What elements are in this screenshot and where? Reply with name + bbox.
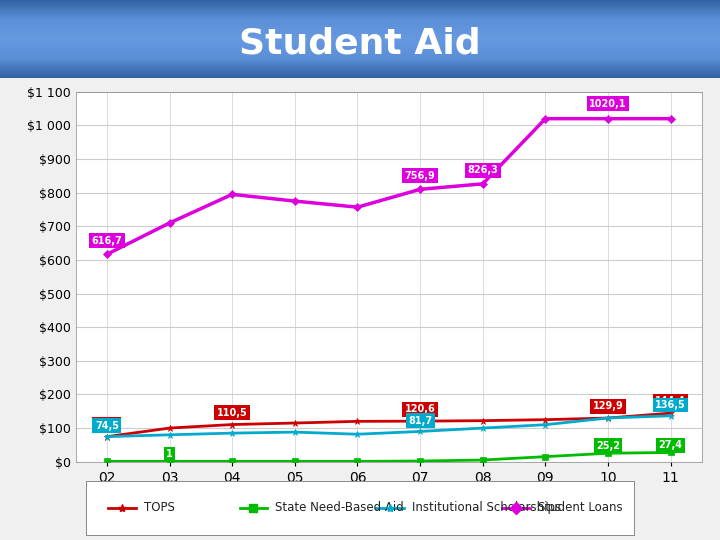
Text: 616,7: 616,7: [91, 236, 122, 246]
Text: 74,5: 74,5: [95, 421, 119, 431]
Text: 129,9: 129,9: [593, 401, 624, 411]
Text: Institutional Scholarships: Institutional Scholarships: [412, 501, 561, 514]
Text: TOPS: TOPS: [144, 501, 175, 514]
Text: 81,7: 81,7: [408, 416, 432, 426]
Text: 756,9: 756,9: [405, 171, 436, 181]
Text: 1: 1: [166, 449, 173, 459]
Text: State Need-Based Aid: State Need-Based Aid: [275, 501, 404, 514]
Text: 25,2: 25,2: [596, 441, 620, 451]
Text: 74,5: 74,5: [95, 420, 119, 430]
Text: 1020,1: 1020,1: [589, 98, 627, 109]
Text: 27,4: 27,4: [659, 440, 683, 450]
Text: 120,6: 120,6: [405, 404, 436, 414]
Text: 110,5: 110,5: [217, 408, 248, 418]
Text: Student Loans: Student Loans: [538, 501, 623, 514]
Text: Student Aid: Student Aid: [239, 26, 481, 60]
Text: 136,5: 136,5: [655, 400, 686, 410]
Text: 144,4: 144,4: [655, 396, 686, 407]
Text: 826,3: 826,3: [467, 165, 498, 176]
